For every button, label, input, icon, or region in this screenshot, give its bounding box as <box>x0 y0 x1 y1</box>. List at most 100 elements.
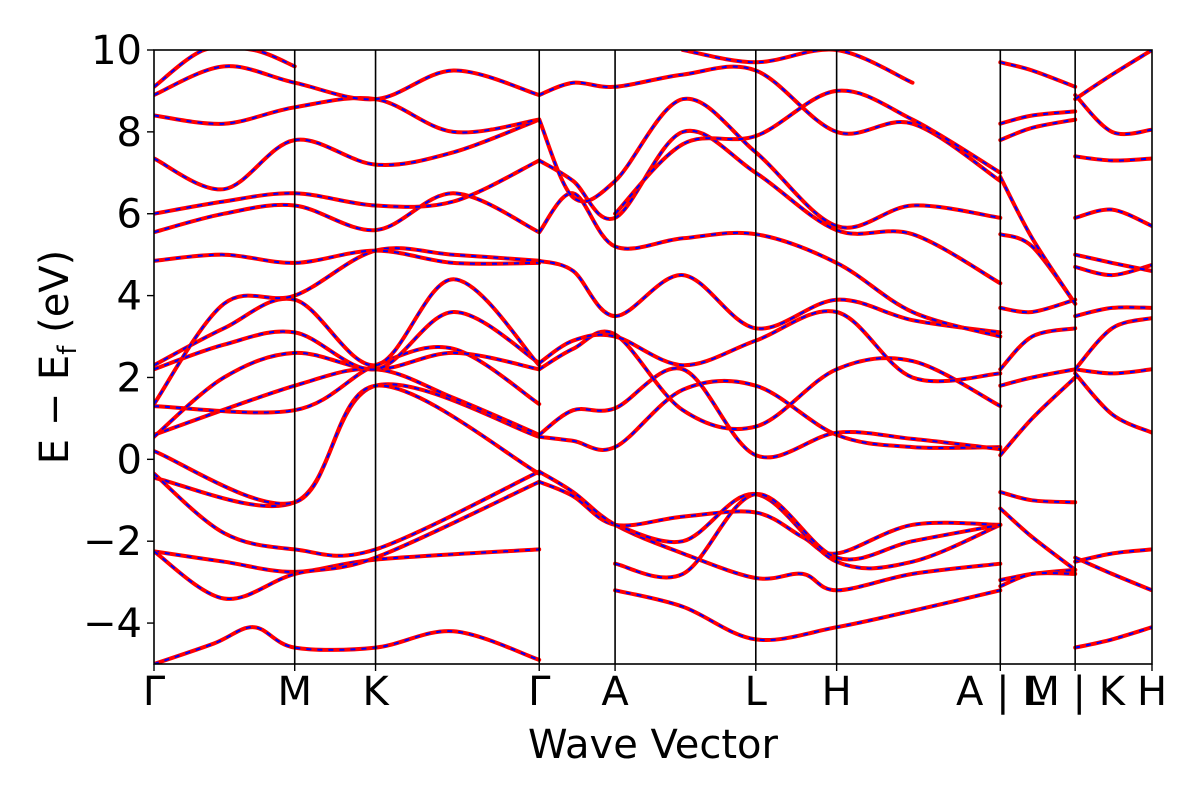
y-tick-label-1: −4 <box>83 601 142 647</box>
band-22 <box>613 492 1003 571</box>
band-4-dash <box>154 548 540 573</box>
band-3-dash <box>154 470 540 557</box>
band-37 <box>998 490 1078 505</box>
x-tick-label-10: H <box>1137 669 1167 715</box>
band-60-line <box>1073 93 1152 137</box>
band-29-line <box>537 258 1003 335</box>
band-61 <box>1073 50 1152 102</box>
band-4 <box>154 547 542 574</box>
band-14 <box>154 191 542 235</box>
x-tick-label-5: A <box>601 669 629 715</box>
band-40 <box>998 375 1078 458</box>
band-22-line <box>613 492 1003 571</box>
band-12 <box>154 246 542 407</box>
band-52-dash <box>1074 372 1152 434</box>
band-54 <box>1073 316 1152 372</box>
band-54-dash <box>1074 317 1152 370</box>
band-19-line <box>154 50 297 89</box>
band-32-dash <box>538 97 1001 229</box>
band-35-line <box>680 50 915 85</box>
band-2-line <box>154 383 542 506</box>
band-10 <box>154 309 542 372</box>
band-11 <box>154 277 542 368</box>
x-tick-label-4: Γ <box>528 669 551 715</box>
band-26 <box>537 366 1003 460</box>
band-11-dash <box>154 278 540 367</box>
band-22-dash <box>614 493 1001 570</box>
band-18 <box>154 64 542 102</box>
band-55 <box>1073 305 1152 319</box>
band-31 <box>537 128 1003 286</box>
y-tick-label-8: 10 <box>91 28 142 74</box>
band-1-dash <box>154 383 540 508</box>
band-59 <box>1073 154 1152 163</box>
band-24-line <box>613 588 1003 643</box>
band-7-dash <box>154 367 540 436</box>
band-61-dash <box>1074 50 1152 100</box>
band-41 <box>998 367 1078 388</box>
band-37-line <box>998 490 1078 505</box>
band-53-dash <box>1075 368 1152 375</box>
y-tick-label-5: 4 <box>117 274 142 320</box>
band-23 <box>613 492 1003 580</box>
plot-frame <box>153 49 1153 665</box>
band-50-line <box>1073 555 1152 593</box>
band-19 <box>154 50 297 89</box>
band-26-line <box>537 366 1003 460</box>
band-42-dash <box>999 327 1076 370</box>
band-21 <box>537 469 1003 593</box>
band-1 <box>154 382 542 509</box>
band-series-layer <box>154 50 1152 664</box>
band-12-dash <box>154 247 540 405</box>
band-34 <box>613 88 1003 216</box>
band-46 <box>998 117 1078 143</box>
band-37-dash <box>1000 491 1076 504</box>
band-17-dash <box>154 96 540 134</box>
band-58 <box>1073 207 1152 228</box>
band-34-dash <box>614 89 1001 215</box>
band-28-dash <box>538 310 1001 383</box>
band-36-line <box>998 506 1078 572</box>
x-tick-label-6: L <box>745 669 768 715</box>
y-tick-label-3: 0 <box>117 437 142 483</box>
y-axis-title-spacer <box>32 333 78 346</box>
y-axis-title-main: E − E <box>32 355 78 465</box>
band-33 <box>537 64 1003 183</box>
band-43-dash <box>1000 298 1076 314</box>
x-tick-label-7: H <box>822 669 852 715</box>
band-30-dash <box>538 192 1001 338</box>
band-49 <box>1073 547 1152 564</box>
band-49-dash <box>1074 548 1152 563</box>
band-13 <box>154 248 542 266</box>
band-5-dash <box>154 480 540 600</box>
x-tick-label-8: A | L <box>956 669 1045 715</box>
band-47-dash <box>1000 110 1076 125</box>
band-58-line <box>1073 207 1152 228</box>
band-41-dash <box>1000 368 1076 387</box>
y-tick-label-6: 6 <box>117 192 142 238</box>
band-7 <box>154 366 542 437</box>
y-axis-title-unit: (eV) <box>32 250 78 333</box>
band-21-line <box>537 469 1003 593</box>
band-13-line <box>154 248 542 266</box>
band-39-dash <box>999 572 1076 588</box>
band-23-dash <box>614 493 1001 579</box>
band-14-dash <box>154 192 540 234</box>
y-tick-label-7: 8 <box>117 110 142 156</box>
band-18-dash <box>154 65 540 101</box>
band-35 <box>680 50 915 85</box>
band-6-line <box>154 625 542 664</box>
band-45-dash <box>999 176 1077 305</box>
band-48-dash <box>1000 61 1076 88</box>
band-3 <box>154 469 542 558</box>
band-27 <box>537 329 1003 432</box>
y-axis-title-sub: f <box>53 345 83 355</box>
band-42-line <box>998 326 1078 372</box>
band-57-dash <box>1074 253 1152 272</box>
band-14-line <box>154 191 542 235</box>
x-tick-label-1: Γ <box>143 669 166 715</box>
x-tick-label-3: K <box>362 669 390 715</box>
band-25 <box>537 378 1003 452</box>
band-9 <box>154 350 542 439</box>
band-59-dash <box>1075 155 1152 162</box>
